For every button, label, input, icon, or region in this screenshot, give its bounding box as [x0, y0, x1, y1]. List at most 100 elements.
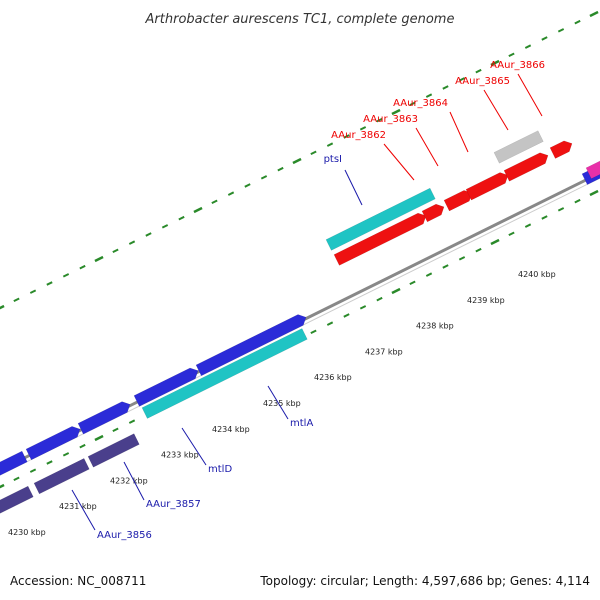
gene-label-aaur_3857[interactable]: AAur_3857 — [146, 499, 201, 510]
inner-tick — [557, 207, 565, 212]
inner-tick — [359, 305, 367, 310]
gene-label-aaur_3856[interactable]: AAur_3856 — [97, 530, 152, 541]
gene-label-aaur_3865[interactable]: AAur_3865 — [455, 76, 510, 87]
gene-leader-line — [383, 143, 415, 181]
inner-tick — [409, 280, 416, 286]
gene-label-mtld[interactable]: mtlD — [208, 464, 232, 475]
outer-tick — [13, 297, 20, 303]
accession-text: Accession: NC_008711 — [10, 574, 147, 588]
outer-tick — [442, 85, 449, 90]
inner-tick — [310, 329, 317, 335]
gene-label-aaur_3866[interactable]: AAur_3866 — [490, 60, 545, 71]
inner-tick — [524, 223, 532, 228]
outer-tick — [326, 142, 334, 147]
inner-tick — [541, 215, 548, 220]
scale-label: 4232 kbp — [110, 476, 148, 485]
inner-tick — [376, 296, 383, 302]
inner-tick — [326, 321, 334, 326]
gene-labels: AAur_3856 AAur_3857 mtlD mtlA ptsI AAur_3862 A… — [71, 60, 545, 541]
gene-leader-line — [483, 89, 509, 131]
outer-tick — [409, 101, 416, 107]
inner-tick — [589, 189, 599, 197]
gene-label-mtla[interactable]: mtlA — [290, 418, 313, 429]
outer-tick — [475, 68, 482, 74]
outer-tick — [193, 206, 203, 214]
inner-tick — [0, 483, 5, 489]
outer-tick — [458, 77, 466, 82]
outer-tick — [557, 28, 565, 33]
gene-label-aaur_3864[interactable]: AAur_3864 — [393, 98, 448, 109]
inner-tick — [475, 247, 482, 253]
dark-gene-feature — [87, 433, 140, 468]
gene-leader-line — [415, 127, 439, 167]
inner-tick — [490, 238, 500, 246]
scale-labels: 4230 kbp 4231 kbp 4232 kbp 4233 kbp 4234 kbp… — [8, 270, 556, 537]
gene-leader-line — [267, 385, 289, 420]
inner-tick — [391, 287, 401, 295]
scale-label: 4237 kbp — [365, 347, 403, 356]
gene-leader-line — [449, 111, 469, 153]
gene-label-aaur_3862[interactable]: AAur_3862 — [331, 130, 386, 141]
inner-tick — [508, 231, 515, 237]
outer-tick — [128, 240, 136, 245]
outer-tick — [0, 304, 5, 310]
outer-tick — [260, 175, 268, 180]
gene-features — [0, 130, 600, 514]
scale-label: 4234 kbp — [212, 425, 250, 434]
red-gene-feature — [549, 140, 573, 159]
outer-tick — [376, 117, 383, 123]
outer-tick — [292, 157, 302, 165]
outer-tick — [211, 199, 218, 205]
outer-tick — [94, 255, 104, 263]
inner-tick — [94, 434, 104, 442]
outer-tick-track — [0, 10, 599, 310]
red-gene-feature — [465, 172, 509, 201]
outer-tick — [310, 150, 317, 156]
forward-gene-feature — [195, 314, 307, 377]
inner-tick — [29, 468, 37, 473]
gene-leader-line — [517, 73, 543, 117]
forward-gene-feature — [133, 367, 199, 407]
outer-tick — [244, 183, 251, 188]
inner-tick — [79, 443, 86, 449]
outer-tick — [391, 108, 401, 116]
scale-label: 4233 kbp — [161, 451, 199, 460]
pink-gene-feature — [585, 160, 600, 180]
inner-tick — [458, 256, 466, 261]
reverse-gene-feature — [141, 328, 308, 419]
topology-text: Topology: circular; Length: 4,597,686 bp… — [260, 574, 590, 588]
forward-gene-feature — [25, 426, 81, 461]
map-title: Arthrobacter aurescens TC1, complete gen… — [145, 12, 455, 27]
gene-leader-line — [344, 169, 363, 206]
gene-leader-line — [181, 427, 207, 466]
outer-tick — [62, 273, 70, 278]
gene-label-ptsi[interactable]: ptsI — [324, 154, 342, 165]
outer-tick — [29, 289, 37, 294]
inner-tick — [425, 272, 433, 277]
scale-label: 4230 kbp — [8, 528, 46, 537]
scale-label: 4240 kbp — [518, 270, 556, 279]
outer-tick — [574, 19, 581, 25]
outer-tick — [425, 93, 433, 98]
inner-tick — [46, 460, 53, 465]
outer-tick — [79, 264, 86, 270]
gene-leader-line — [123, 461, 145, 501]
inner-tick — [62, 452, 70, 457]
inner-tick — [128, 419, 136, 424]
outer-tick — [589, 10, 599, 18]
outer-tick — [524, 44, 532, 49]
reverse-gene-feature — [325, 187, 436, 251]
outer-tick — [178, 215, 185, 221]
red-gene-feature — [333, 212, 427, 266]
gray-gene-feature — [493, 130, 544, 164]
dark-gene-feature — [0, 485, 34, 514]
outer-tick — [277, 166, 284, 172]
inner-tick — [343, 313, 350, 318]
outer-tick — [161, 224, 169, 229]
outer-tick — [227, 191, 235, 196]
forward-gene-feature — [77, 401, 131, 435]
inner-tick — [574, 198, 581, 204]
gene-label-aaur_3863[interactable]: AAur_3863 — [363, 114, 418, 125]
red-gene-feature — [421, 203, 445, 223]
